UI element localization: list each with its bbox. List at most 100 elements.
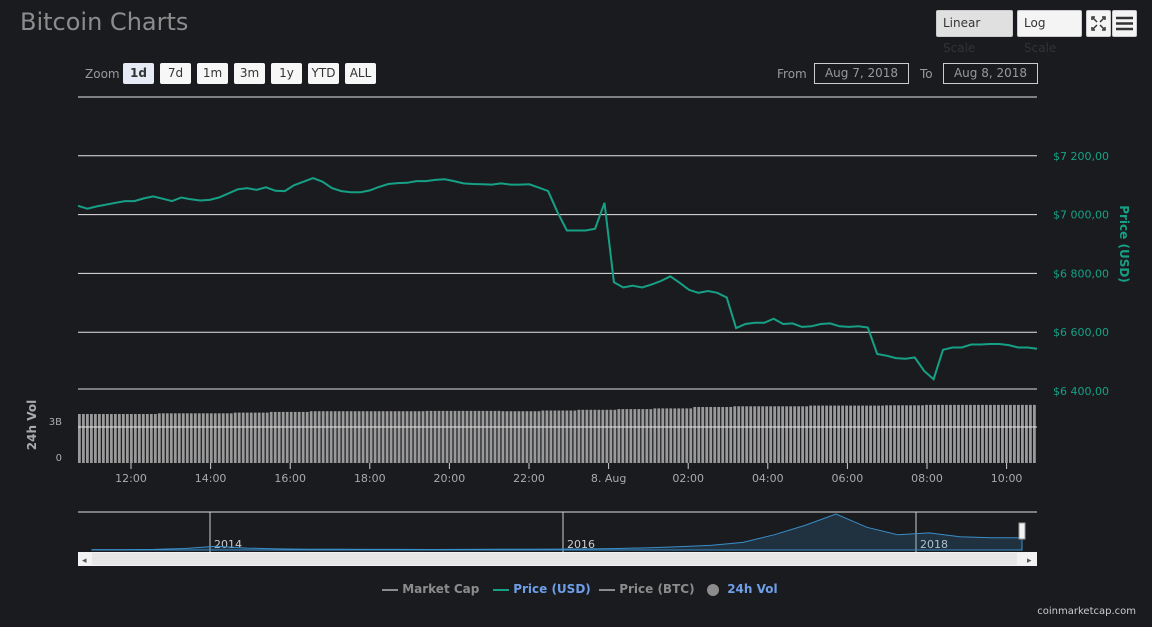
volume-bar [937, 404, 940, 463]
legend-price-btc[interactable]: Price (BTC) [599, 582, 695, 596]
volume-bar [701, 407, 705, 463]
volume-bar [733, 406, 737, 463]
volume-bar [277, 411, 281, 463]
volume-bar [89, 414, 93, 463]
volume-bar [713, 407, 717, 463]
time-tick-label: 22:00 [513, 472, 545, 485]
fullscreen-icon [1091, 16, 1106, 31]
scroll-right-icon[interactable]: ▸ [1027, 556, 1032, 566]
volume-bar [889, 405, 892, 463]
volume-bar [289, 411, 293, 463]
volume-bar [553, 410, 557, 463]
volume-bar [829, 405, 833, 463]
volume-bar [397, 411, 401, 463]
volume-bar [661, 408, 665, 463]
volume-bar [605, 409, 609, 463]
legend-market-cap[interactable]: Market Cap [382, 582, 479, 596]
zoom-ytd-button[interactable]: YTD [308, 63, 339, 84]
zoom-7d-button[interactable]: 7d [160, 63, 191, 84]
volume-bar [281, 411, 285, 463]
fullscreen-button[interactable] [1086, 10, 1111, 37]
volume-bar [821, 405, 825, 463]
volume-bar [161, 413, 165, 463]
volume-bar [521, 411, 525, 463]
volume-bar [781, 406, 785, 463]
volume-bar [441, 410, 445, 463]
volume-bar [497, 410, 501, 463]
volume-bar [309, 411, 313, 463]
volume-bar [265, 412, 269, 463]
volume-bar [273, 411, 277, 463]
scroll-left-icon[interactable]: ◂ [82, 556, 87, 566]
volume-bar [1033, 404, 1036, 463]
navigator-series [91, 513, 1023, 551]
volume-bar [165, 413, 169, 463]
from-date-input[interactable]: Aug 7, 2018 [814, 63, 909, 84]
zoom-all-button[interactable]: ALL [345, 63, 376, 84]
volume-tick-3b: 3B [49, 417, 62, 428]
volume-bar [705, 407, 709, 463]
volume-bar [389, 411, 393, 463]
volume-bar [509, 411, 513, 463]
volume-bar [545, 410, 549, 463]
zoom-1m-button[interactable]: 1m [197, 63, 228, 84]
log-scale-button[interactable]: Log Scale [1017, 10, 1082, 55]
time-tick-label: 06:00 [832, 472, 864, 485]
zoom-1d-button[interactable]: 1d [123, 63, 154, 84]
volume-bar [613, 409, 617, 463]
volume-bar [669, 408, 673, 463]
time-tick-label: 04:00 [752, 472, 784, 485]
zoom-1y-button[interactable]: 1y [271, 63, 302, 84]
linear-scale-button[interactable]: Linear Scale [936, 10, 1013, 55]
scrollbar-thumb[interactable] [92, 553, 1017, 565]
volume-bar [97, 414, 101, 463]
volume-bar [101, 414, 105, 463]
zoom-3m-button[interactable]: 3m [234, 63, 265, 84]
volume-bar [185, 413, 189, 463]
volume-bar [253, 412, 257, 463]
navigator-year-lines: 201420162018 [209, 512, 948, 552]
volume-bar [345, 411, 349, 463]
volume-bar [177, 413, 181, 463]
volume-bar [569, 410, 573, 463]
credit-link[interactable]: coinmarketcap.com [1037, 606, 1136, 617]
to-date-input[interactable]: Aug 8, 2018 [943, 63, 1038, 84]
legend-24h-vol[interactable]: 24h Vol [707, 582, 778, 596]
volume-bar [965, 404, 968, 463]
volume-bar [333, 411, 337, 463]
zoom-label: Zoom [85, 67, 120, 81]
volume-bar [769, 406, 773, 463]
legend-price-usd[interactable]: Price (USD) [493, 582, 591, 596]
volume-bar [865, 405, 868, 463]
volume-bar [853, 405, 856, 463]
volume-bar [313, 411, 317, 463]
volume-bar [141, 414, 145, 463]
volume-bar [1013, 404, 1016, 463]
time-tick-label: 20:00 [434, 472, 466, 485]
volume-bar [693, 407, 697, 463]
volume-bar [457, 410, 461, 463]
navigator[interactable]: 201420162018 ◂ ▸ [78, 511, 1037, 566]
from-label: From [777, 67, 807, 81]
price-tick-label: $6 600,00 [1053, 326, 1109, 339]
volume-bar [513, 411, 517, 463]
menu-button[interactable] [1112, 10, 1137, 37]
volume-bar [501, 411, 505, 463]
volume-bar [617, 409, 621, 463]
volume-bar [745, 406, 749, 463]
volume-bar [225, 413, 229, 463]
volume-bar [125, 414, 129, 463]
time-tick-label: 14:00 [195, 472, 227, 485]
volume-bar [633, 409, 637, 463]
time-tick-label: 10:00 [991, 472, 1023, 485]
volume-bar [913, 405, 916, 463]
volume-bar [393, 411, 397, 463]
volume-bar [793, 406, 797, 463]
volume-bar [145, 414, 149, 463]
volume-bar [473, 410, 477, 463]
volume-bar [625, 409, 629, 463]
volume-bar [589, 409, 593, 463]
navigator-handle[interactable] [1018, 522, 1026, 540]
volume-bar [189, 413, 193, 463]
